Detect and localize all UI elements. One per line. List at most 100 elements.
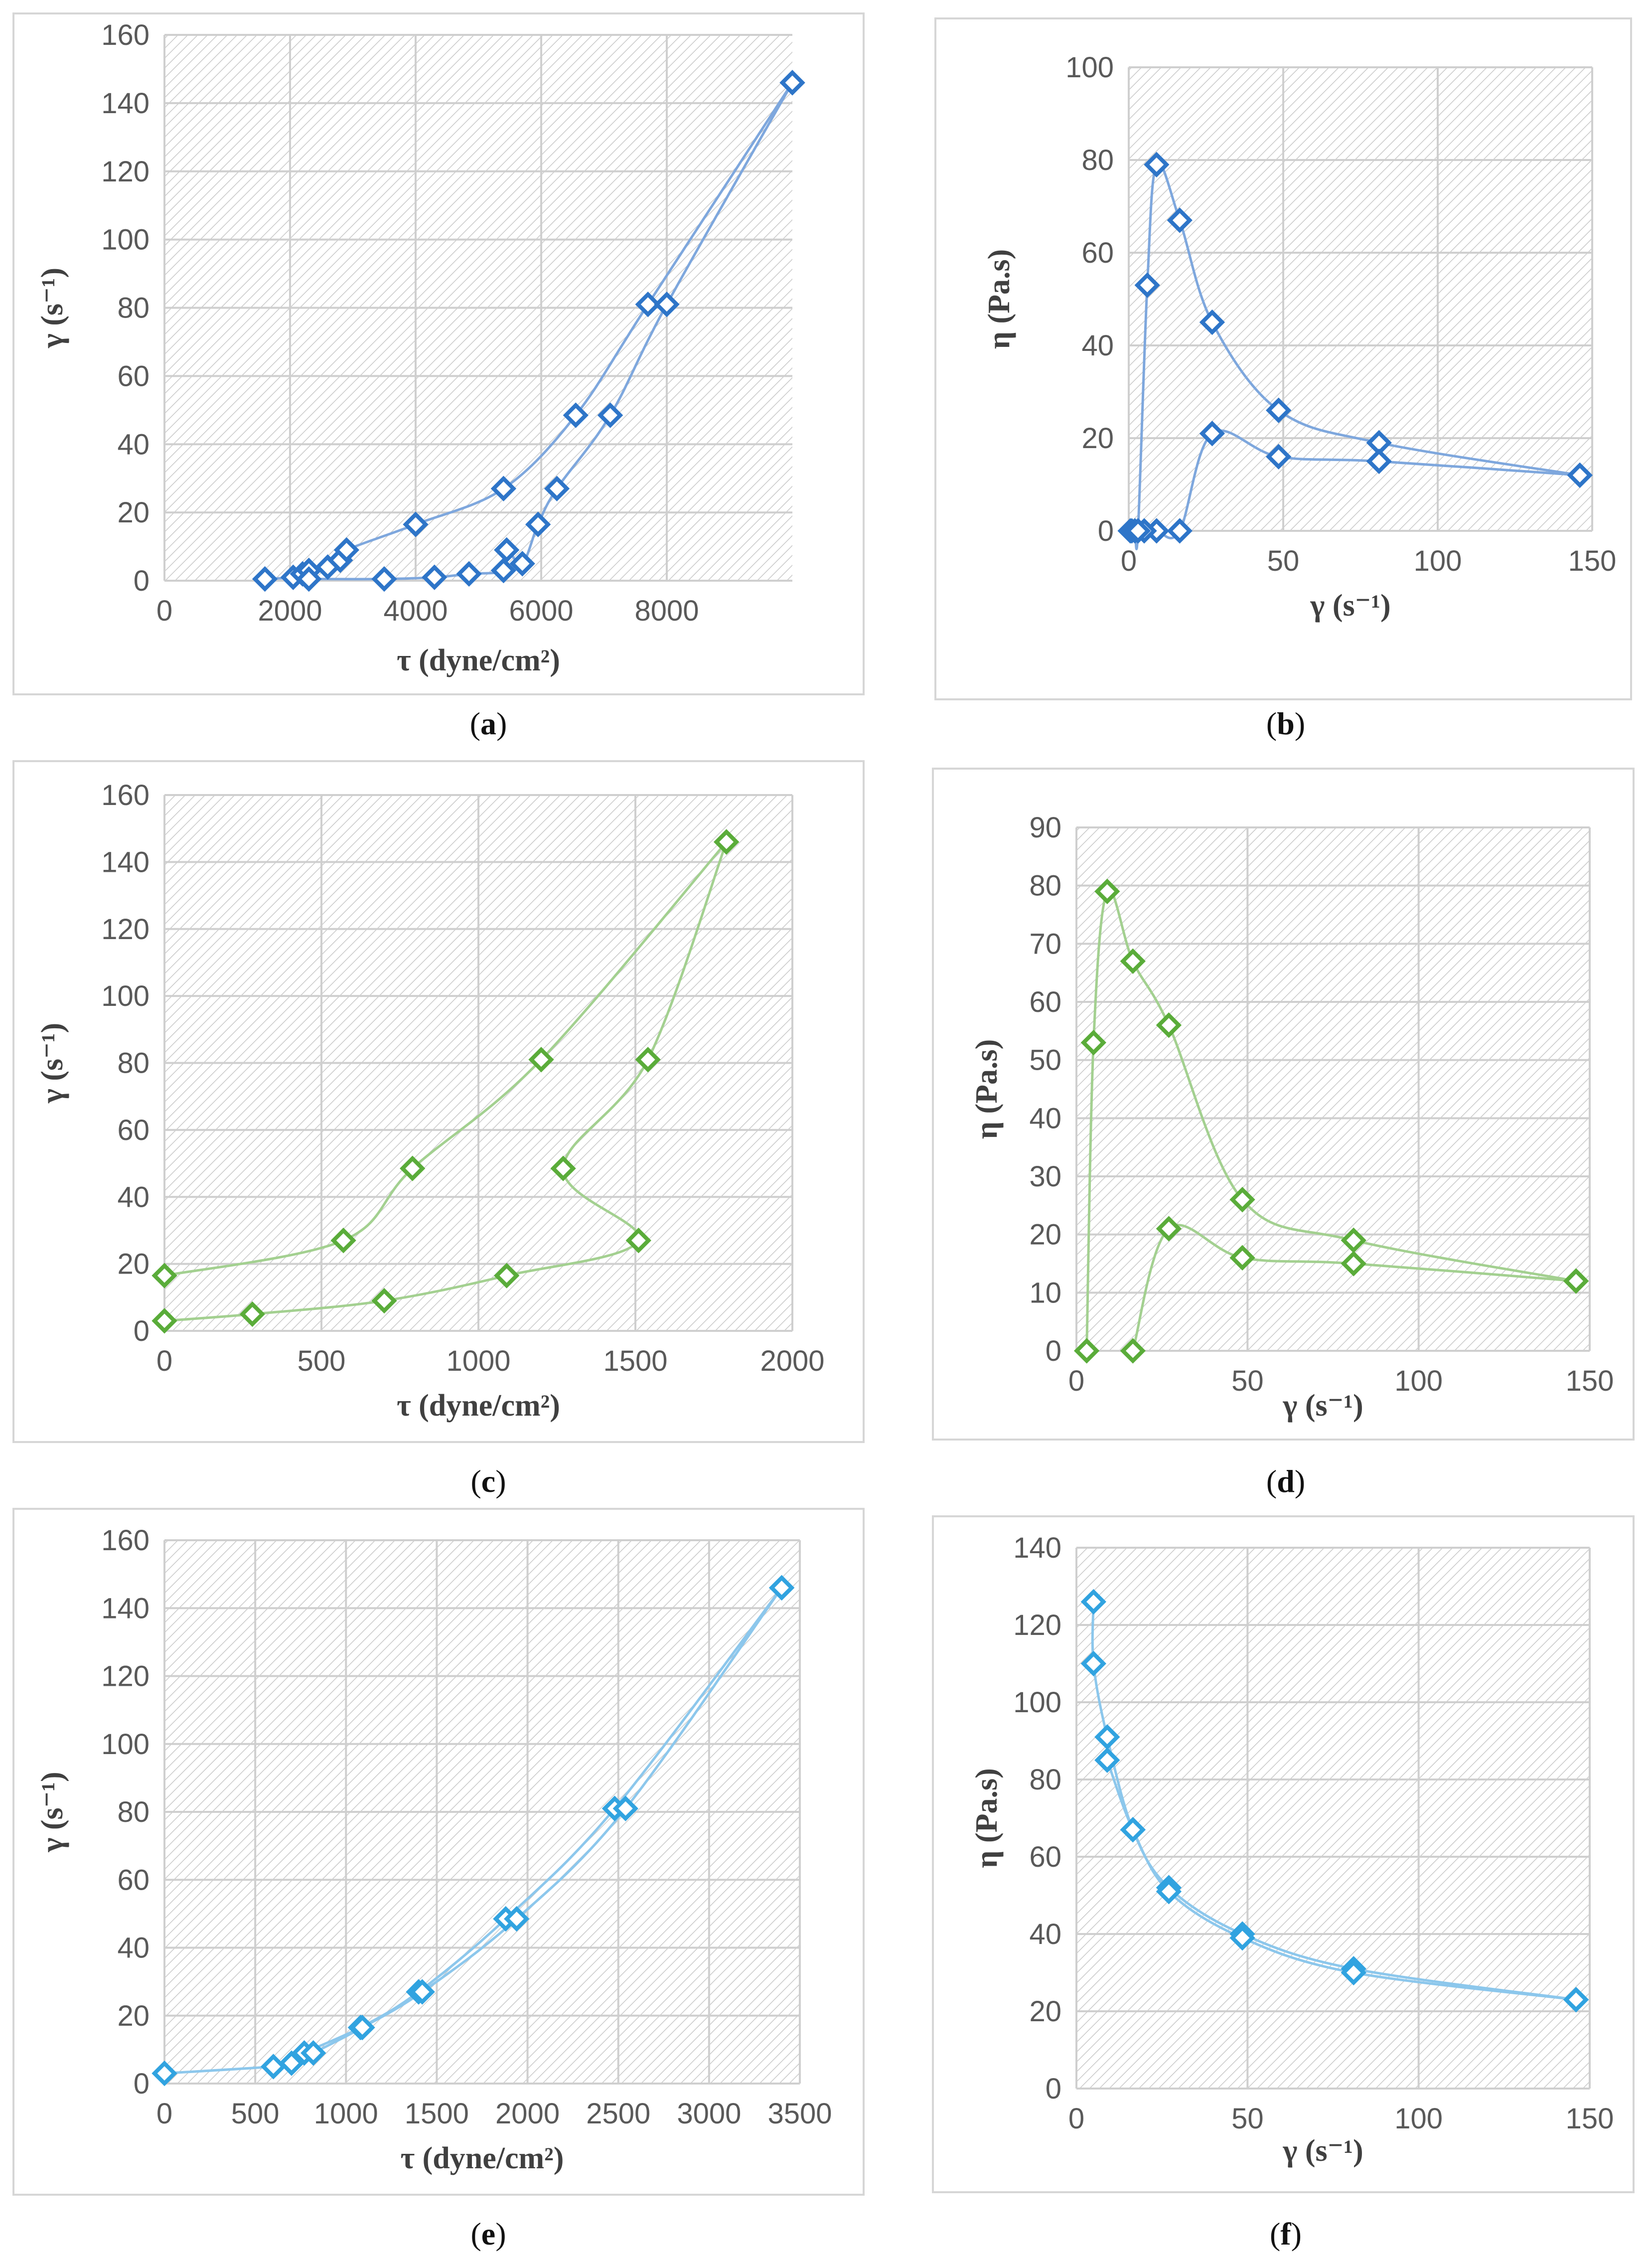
y-tick-label: 40 bbox=[1029, 1918, 1061, 1950]
y-tick-label: 160 bbox=[101, 1524, 150, 1557]
data-point-down bbox=[1156, 1216, 1182, 1242]
y-tick-label: 100 bbox=[1065, 51, 1114, 84]
x-tick-label: 0 bbox=[1121, 545, 1137, 577]
data-point-down bbox=[490, 557, 517, 584]
y-tick-label: 140 bbox=[1013, 1532, 1061, 1564]
caption-e: (e) bbox=[470, 2216, 506, 2252]
data-point-down bbox=[504, 1906, 530, 1932]
data-point-down bbox=[550, 1155, 576, 1181]
y-tick-label: 120 bbox=[101, 1660, 150, 1693]
x-axis-label: τ (dyne/cm²) bbox=[401, 2141, 564, 2175]
x-tick-label: 1500 bbox=[603, 1345, 667, 1377]
x-tick-label: 2500 bbox=[586, 2098, 650, 2130]
data-point-down bbox=[422, 564, 448, 590]
x-tick-label: 150 bbox=[1568, 545, 1617, 577]
data-point-up bbox=[563, 402, 589, 428]
y-tick-label: 60 bbox=[1029, 986, 1061, 1018]
data-point-down bbox=[1567, 462, 1593, 488]
chart-panel-f: 0 20 40 60 80 100 120 140 0 50 100 150 γ (s⁻¹) η (Pa.… bbox=[932, 1515, 1635, 2193]
y-tick-label: 60 bbox=[1029, 1841, 1061, 1873]
data-point-down bbox=[768, 1575, 795, 1601]
chart-svg-d: 0 10 20 30 40 50 60 70 80 90 0 50 100 150 γ (s⁻¹) η (Pa… bbox=[932, 768, 1635, 1441]
x-axis-label: τ (dyne/cm²) bbox=[397, 1389, 560, 1423]
data-point-up bbox=[1120, 948, 1146, 974]
chart-panel-e: 0 20 40 60 80 100 120 140 160 0 500 1000 1500 2000 250… bbox=[12, 1508, 865, 2196]
y-tick-label: 80 bbox=[1029, 870, 1061, 902]
data-point-up bbox=[1080, 1650, 1106, 1677]
y-tick-label: 140 bbox=[101, 87, 150, 120]
x-axis-label: τ (dyne/cm²) bbox=[397, 644, 560, 677]
x-tick-label: 100 bbox=[1394, 2102, 1443, 2135]
y-tick-label: 100 bbox=[101, 1728, 150, 1761]
data-point-up bbox=[1080, 1589, 1106, 1615]
y-tick-label: 30 bbox=[1029, 1160, 1061, 1193]
y-tick-label: 50 bbox=[1029, 1044, 1061, 1077]
data-point-up bbox=[1094, 1724, 1120, 1750]
y-tick-label: 100 bbox=[1013, 1686, 1061, 1719]
data-point-down bbox=[1229, 1925, 1255, 1951]
x-tick-label: 150 bbox=[1566, 1365, 1614, 1397]
data-point-up bbox=[403, 511, 429, 537]
data-point-down bbox=[371, 566, 397, 592]
chart-svg-b: 0 20 40 60 80 100 0 50 100 150 γ (s⁻¹) η (Pa.s) bbox=[934, 17, 1632, 700]
data-point-down bbox=[1341, 1251, 1366, 1277]
series-line-up bbox=[164, 841, 728, 1277]
x-axis-label: γ (s⁻¹) bbox=[1282, 2134, 1363, 2168]
y-tick-label: 40 bbox=[117, 1932, 150, 1964]
y-tick-label: 60 bbox=[117, 1864, 150, 1896]
y-tick-label: 100 bbox=[101, 224, 150, 256]
plot-area bbox=[1129, 67, 1592, 531]
caption-f: (f) bbox=[1270, 2216, 1302, 2252]
data-point-down bbox=[1229, 1245, 1255, 1271]
x-tick-label: 4000 bbox=[383, 595, 448, 627]
x-tick-label: 6000 bbox=[509, 595, 573, 627]
y-tick-label: 60 bbox=[117, 1114, 150, 1146]
y-tick-label: 0 bbox=[1046, 1335, 1061, 1367]
x-tick-label: 0 bbox=[156, 595, 172, 627]
data-point-up bbox=[151, 1263, 177, 1289]
caption-d: (d) bbox=[1266, 1463, 1306, 1499]
data-point-up bbox=[252, 566, 278, 592]
y-tick-label: 0 bbox=[1098, 515, 1114, 547]
data-point-up bbox=[330, 1227, 356, 1254]
x-tick-label: 500 bbox=[231, 2098, 280, 2130]
x-axis-label: γ (s⁻¹) bbox=[1310, 589, 1390, 623]
y-tick-label: 90 bbox=[1029, 811, 1061, 844]
data-point-up bbox=[528, 1047, 554, 1073]
data-point-down bbox=[1199, 421, 1225, 447]
chart-panel-c: 0 20 40 60 80 100 120 140 160 0 500 1000 1500 2000 τ (… bbox=[12, 760, 865, 1443]
data-point-down bbox=[300, 2040, 326, 2066]
y-tick-label: 120 bbox=[101, 913, 150, 946]
data-point-up bbox=[490, 476, 517, 501]
data-point-down bbox=[296, 566, 322, 592]
data-point-up bbox=[400, 1155, 426, 1181]
y-tick-label: 0 bbox=[134, 1315, 150, 1347]
y-tick-label: 80 bbox=[117, 292, 150, 324]
data-point-up bbox=[151, 2060, 177, 2087]
data-point-down bbox=[1563, 1987, 1589, 2013]
y-tick-label: 80 bbox=[1029, 1764, 1061, 1796]
y-tick-label: 60 bbox=[117, 360, 150, 392]
y-tick-label: 80 bbox=[1081, 144, 1114, 176]
data-point-down bbox=[654, 291, 680, 318]
data-point-down bbox=[612, 1795, 638, 1821]
y-axis-label: η (Pa.s) bbox=[970, 1039, 1004, 1139]
y-tick-label: 60 bbox=[1081, 237, 1114, 269]
x-tick-label: 3000 bbox=[677, 2098, 741, 2130]
data-point-down bbox=[1156, 1879, 1182, 1905]
data-point-up bbox=[1199, 309, 1225, 335]
chart-panel-d: 0 10 20 30 40 50 60 70 80 90 0 50 100 150 γ (s⁻¹) η (Pa… bbox=[932, 768, 1635, 1441]
y-tick-label: 70 bbox=[1029, 928, 1061, 960]
y-tick-label: 20 bbox=[117, 496, 150, 529]
x-tick-label: 500 bbox=[298, 1345, 346, 1377]
x-tick-label: 1000 bbox=[446, 1345, 510, 1377]
chart-svg-a: 0 20 40 60 80 100 120 140 160 0 2000 4000 6000 8000 τ … bbox=[12, 12, 865, 695]
data-point-down bbox=[1266, 444, 1292, 470]
y-tick-label: 20 bbox=[117, 2000, 150, 2032]
data-point-down bbox=[1167, 518, 1193, 544]
data-point-up bbox=[279, 2050, 304, 2076]
x-tick-label: 2000 bbox=[258, 595, 322, 627]
data-point-up bbox=[1080, 1030, 1106, 1056]
y-axis-label: γ (s⁻¹) bbox=[35, 268, 69, 348]
data-point-down bbox=[525, 511, 551, 537]
